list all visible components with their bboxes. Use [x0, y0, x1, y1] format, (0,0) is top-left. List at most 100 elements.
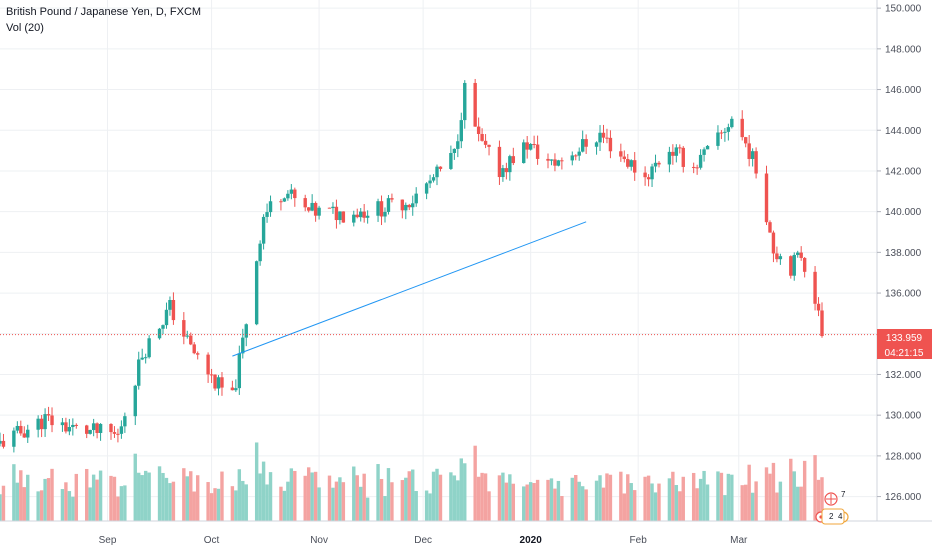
- volume-bar: [577, 481, 581, 521]
- candle-body: [137, 359, 141, 386]
- candle-body: [234, 388, 238, 391]
- symbol-title[interactable]: British Pound / Japanese Yen, D, FXCM: [6, 6, 202, 18]
- candle-body: [653, 162, 658, 167]
- volume-bar: [331, 487, 335, 521]
- price-tick: 140.000: [885, 207, 922, 218]
- candle-body: [577, 151, 581, 156]
- volume-bar: [629, 483, 633, 521]
- volume-bar: [157, 466, 162, 521]
- candle-body: [254, 261, 259, 325]
- event-markers[interactable]: 7 2 4: [815, 490, 849, 525]
- candle-body: [383, 211, 387, 217]
- volume-bar: [802, 460, 807, 521]
- price-tick: 144.000: [885, 126, 922, 137]
- candle-body: [171, 300, 176, 321]
- candle-body: [143, 357, 148, 359]
- volume-bar: [789, 458, 793, 521]
- trend-line[interactable]: [232, 221, 587, 357]
- volume-bar: [109, 475, 113, 521]
- volume-bar: [71, 496, 75, 521]
- last-price-tag: 133.959 04:21:15: [877, 329, 932, 359]
- candle-body: [26, 429, 30, 438]
- candle-body: [376, 201, 380, 216]
- volume-bar: [293, 470, 297, 521]
- candle-body: [85, 425, 89, 434]
- volume-bar: [254, 442, 259, 521]
- candle-body: [802, 257, 807, 272]
- volume-bar: [449, 472, 453, 521]
- volume-bar: [747, 464, 751, 521]
- volume-bar: [220, 471, 224, 521]
- volume-bar: [407, 471, 411, 521]
- volume-bar: [678, 491, 682, 521]
- volume-bar: [359, 486, 363, 521]
- volume-bar: [556, 480, 561, 521]
- volume-bar: [643, 476, 647, 521]
- candle-body: [306, 207, 311, 211]
- price-axis[interactable]: [876, 0, 932, 521]
- volume-bar: [258, 473, 262, 521]
- volume-bar: [598, 475, 602, 521]
- candle-body: [123, 416, 127, 427]
- candle-body: [303, 198, 307, 208]
- candle-body: [334, 206, 339, 221]
- price-tick: 130.000: [885, 411, 922, 422]
- time-tick: Oct: [204, 535, 220, 546]
- volume-bar: [268, 472, 273, 521]
- candle-body: [428, 180, 432, 184]
- candle-body: [792, 254, 796, 276]
- candle-body: [501, 168, 505, 178]
- candle-body: [480, 133, 484, 141]
- volume-bar: [681, 476, 685, 521]
- candle-body: [584, 139, 588, 147]
- volume-bar: [549, 478, 554, 521]
- candle-body: [91, 423, 96, 431]
- candle-body: [726, 127, 731, 132]
- candle-body: [743, 137, 748, 144]
- candle-body: [414, 193, 418, 204]
- price-tick-labels: 150.000 148.000 146.000 144.000 142.000 140.0…: [877, 4, 922, 503]
- candle-body: [622, 156, 627, 160]
- candle-body: [629, 160, 633, 167]
- volume-bar: [452, 475, 457, 521]
- time-tick: Dec: [414, 535, 432, 546]
- candle-body: [504, 168, 509, 173]
- volume-bar: [171, 481, 176, 521]
- candle-body: [771, 232, 776, 254]
- volume-bar: [50, 468, 54, 521]
- candle-body: [723, 131, 727, 133]
- volume-indicator-label[interactable]: Vol (20): [6, 22, 44, 34]
- time-tick: Mar: [730, 535, 748, 546]
- candle-body: [71, 424, 75, 428]
- candle-body: [473, 82, 477, 127]
- candle-body: [15, 425, 20, 431]
- candle-body: [594, 142, 599, 147]
- volume-bar: [123, 485, 127, 521]
- candle-body: [750, 151, 755, 159]
- candle-body: [286, 193, 290, 199]
- candle-body: [633, 160, 637, 173]
- candle-body: [379, 201, 384, 217]
- volume-bar: [279, 486, 283, 521]
- candle-body: [133, 385, 137, 417]
- candle-body: [407, 204, 411, 208]
- volume-bar: [404, 477, 408, 521]
- volume-bar: [237, 469, 242, 521]
- volume-bar: [244, 484, 248, 521]
- candle-body: [740, 118, 744, 138]
- volume-bar: [768, 473, 772, 521]
- volume-bar: [667, 478, 672, 521]
- volume-bar: [414, 491, 418, 521]
- candle-body: [601, 132, 606, 138]
- volume-bar: [355, 475, 359, 521]
- candle-body: [140, 357, 144, 360]
- volume-bar: [646, 475, 651, 521]
- candle-body: [293, 189, 297, 199]
- candle-body: [313, 202, 318, 216]
- volume-bar: [230, 486, 235, 521]
- candle-body: [119, 426, 124, 434]
- candle-body: [192, 344, 196, 354]
- volume-bar: [719, 472, 724, 521]
- candle-body: [147, 338, 151, 358]
